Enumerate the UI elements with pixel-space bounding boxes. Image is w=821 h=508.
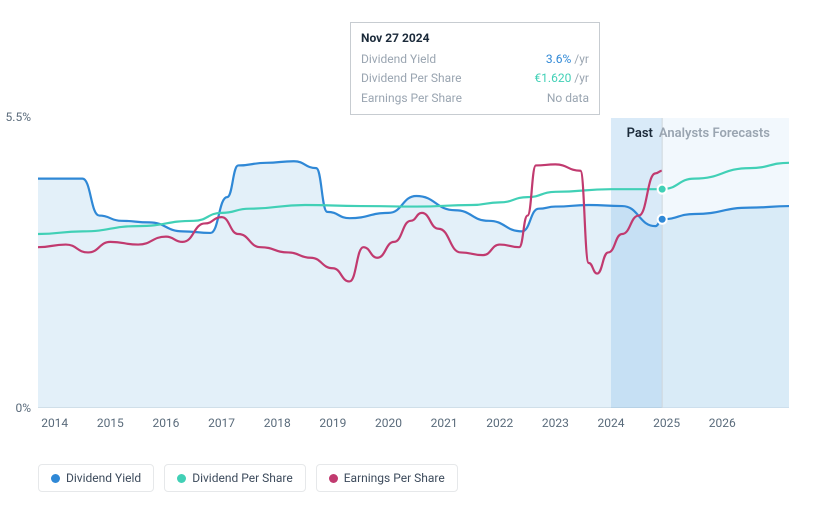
x-axis: 2014 2015 2016 2017 2018 2019 2020 2021 2022 2023… <box>38 416 789 436</box>
y-axis-label-min: 0% <box>15 401 31 415</box>
region-label-past: Past <box>627 126 653 141</box>
legend-label: Dividend Yield <box>66 471 141 485</box>
plot-area[interactable]: 5.5% 0% Past Analysts Forecasts 20142015… <box>38 118 789 408</box>
legend-label: Earnings Per Share <box>344 471 445 485</box>
tooltip-label: Earnings Per Share <box>361 89 462 108</box>
x-tick-label: 2024 <box>597 416 624 430</box>
tooltip-row: Dividend Per Share €1.620 /yr <box>361 69 589 88</box>
tooltip-value: 3.6% /yr <box>546 50 589 69</box>
hover-tooltip: Nov 27 2024 Dividend Yield3.6% /yrDivide… <box>350 22 600 115</box>
x-tick-label: 2014 <box>41 416 68 430</box>
x-tick-label: 2015 <box>97 416 124 430</box>
tooltip-value: €1.620 /yr <box>534 69 589 88</box>
x-tick-label: 2021 <box>431 416 458 430</box>
legend-item-earnings-per-share[interactable]: Earnings Per Share <box>316 464 458 492</box>
x-tick-label: 2020 <box>375 416 402 430</box>
legend-label: Dividend Per Share <box>192 471 293 485</box>
legend-dot-icon <box>177 474 186 483</box>
legend: Dividend Yield Dividend Per Share Earnin… <box>38 464 458 492</box>
x-tick-label: 2023 <box>542 416 569 430</box>
x-tick-label: 2022 <box>486 416 513 430</box>
tooltip-row: Dividend Yield 3.6% /yr <box>361 50 589 69</box>
legend-dot-icon <box>329 474 338 483</box>
x-tick-label: 2016 <box>152 416 179 430</box>
tooltip-label: Dividend Yield <box>361 50 436 69</box>
x-tick-label: 2018 <box>264 416 291 430</box>
legend-item-dividend-yield[interactable]: Dividend Yield <box>38 464 154 492</box>
x-tick-label: 2017 <box>208 416 235 430</box>
tooltip-label: Dividend Per Share <box>361 69 462 88</box>
chart-svg <box>38 118 789 408</box>
chart-container: 5.5% 0% Past Analysts Forecasts 2014 2015… <box>0 0 821 508</box>
x-tick-label: 2026 <box>709 416 736 430</box>
y-axis-label-max: 5.5% <box>6 110 31 124</box>
tooltip-value: No data <box>547 89 589 108</box>
tooltip-row: Earnings Per Share No data <box>361 89 589 108</box>
legend-item-dividend-per-share[interactable]: Dividend Per Share <box>164 464 306 492</box>
region-label-forecast: Analysts Forecasts <box>659 126 770 141</box>
legend-dot-icon <box>51 474 60 483</box>
x-tick-label: 2025 <box>653 416 680 430</box>
tooltip-date: Nov 27 2024 <box>361 29 589 48</box>
x-tick-label: 2019 <box>319 416 346 430</box>
